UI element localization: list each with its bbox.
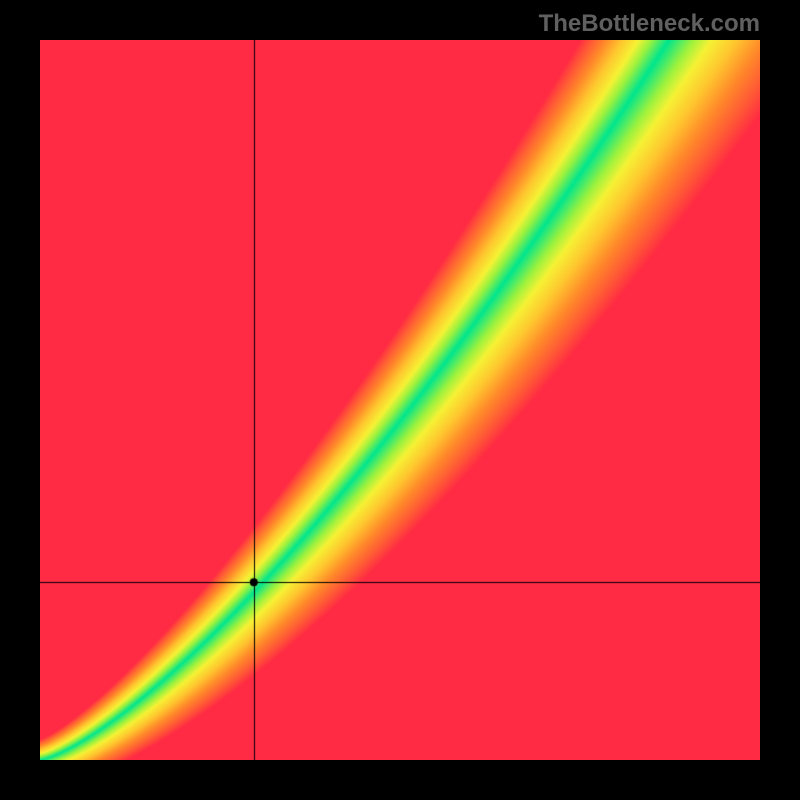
watermark-text: TheBottleneck.com [539,10,760,38]
bottleneck-heatmap [40,40,760,760]
chart-container: TheBottleneck.com [0,0,800,800]
